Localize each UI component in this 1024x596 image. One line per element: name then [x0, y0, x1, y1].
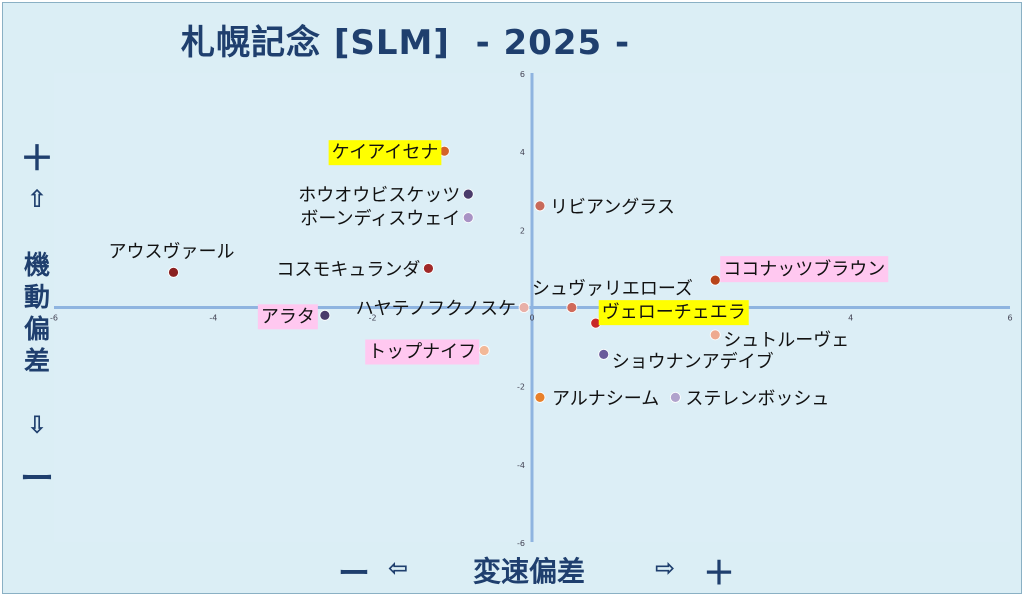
up-arrow-icon: ⇧	[26, 185, 48, 213]
data-point	[168, 266, 179, 278]
point-label: ホウオウビスケッツ	[298, 185, 460, 206]
x-tick-label: -2	[369, 314, 377, 323]
chart-title: 札幌記念 [SLM] - 2025 -	[181, 23, 631, 63]
y-tick-label: 6	[520, 70, 525, 79]
data-point	[534, 200, 546, 212]
data-point	[462, 188, 474, 200]
data-point	[566, 302, 578, 313]
left-arrow-icon: ⇦	[388, 554, 409, 582]
point-label: アルナシーム	[552, 388, 659, 409]
point-label: コスモキュランダ	[276, 259, 420, 280]
y-tick-label: -2	[517, 383, 525, 392]
data-point	[319, 309, 331, 321]
point-label: アラタ	[261, 306, 315, 327]
point-label: ケイアイセナ	[332, 142, 439, 163]
y-tick-label: 4	[520, 148, 525, 157]
x-tick-label: -6	[50, 314, 58, 323]
y-plus-sign: ＋	[20, 139, 54, 179]
point-label: ステレンボッシュ	[685, 388, 829, 409]
right-arrow-icon: ⇨	[655, 554, 676, 582]
y-minus-sign: ー	[20, 459, 54, 499]
label-highlight	[328, 140, 442, 166]
x-tick-label: 6	[1007, 314, 1012, 323]
point-label: ヴェローチェエラ	[602, 302, 746, 323]
point-label: ショウナンアデイブ	[612, 350, 774, 372]
label-highlight	[598, 300, 749, 326]
point-label: ハヤテノフクノスケ	[356, 299, 516, 320]
data-point	[478, 345, 490, 356]
y-tick-label: -6	[517, 539, 525, 548]
x-tick-label: 0	[529, 314, 534, 323]
point-label: リビアングラス	[550, 197, 675, 218]
scatter-plot: -6-4-202466420-2-4-6ケイアイセナホウオウビスケッツボーンディ…	[50, 70, 1013, 548]
label-highlight	[257, 304, 318, 330]
label-highlight	[720, 256, 889, 283]
point-label: ココナッツブラウン	[723, 258, 885, 280]
x-plus-sign: ＋	[703, 554, 736, 592]
point-label: トップナイフ	[368, 341, 476, 362]
data-point	[670, 391, 681, 403]
x-tick-label: 4	[848, 314, 853, 323]
point-label: アウスヴァール	[109, 241, 235, 262]
data-point	[423, 263, 434, 274]
data-point	[462, 212, 474, 224]
x-minus-sign: ー	[338, 554, 371, 592]
point-label: シュトルーヴェ	[723, 330, 849, 351]
y-tick-label: 2	[520, 226, 525, 235]
x-tick-label: -4	[209, 314, 217, 323]
y-tick-label: -4	[517, 461, 525, 470]
data-point	[709, 274, 721, 286]
point-label: シュヴァリエローズ	[532, 279, 693, 300]
x-axis-title: 変速偏差	[473, 555, 586, 588]
label-highlight	[365, 339, 480, 365]
data-point	[709, 329, 721, 341]
point-label: ボーンディスウェイ	[300, 209, 460, 230]
data-point	[518, 302, 530, 313]
data-point	[598, 348, 610, 360]
y-axis-title: 機動偏差	[23, 251, 50, 377]
down-arrow-icon: ⇩	[26, 411, 48, 439]
data-point	[534, 391, 546, 403]
